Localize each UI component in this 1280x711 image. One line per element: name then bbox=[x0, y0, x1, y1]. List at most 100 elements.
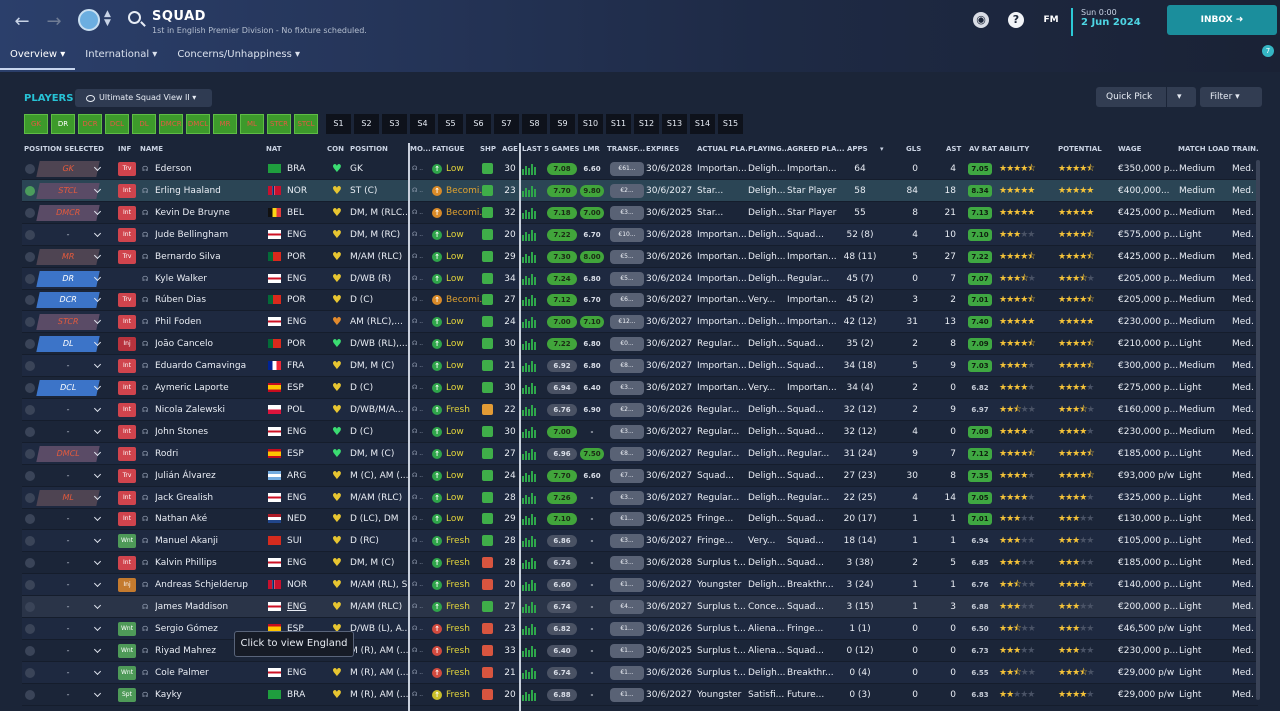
player-name[interactable]: Nicola Zalewski bbox=[155, 404, 226, 415]
player-name[interactable]: Ederson bbox=[155, 164, 192, 174]
position-filter-dr[interactable]: DR bbox=[51, 114, 75, 134]
transfer-value[interactable]: €3... bbox=[610, 490, 644, 505]
select-circle[interactable] bbox=[25, 251, 35, 262]
position-selected[interactable]: MR bbox=[36, 248, 100, 265]
table-row[interactable]: DMCL Int ☊ Rodri ESP ♥ DM, M (C) ☊ .. ↑ Low 27 6.96… bbox=[22, 442, 1258, 465]
set-filter-s14[interactable]: S14 bbox=[690, 114, 715, 134]
column-header[interactable]: CON bbox=[327, 145, 344, 153]
info-badge[interactable]: Wnt bbox=[118, 643, 136, 658]
search-icon[interactable] bbox=[128, 11, 141, 24]
select-circle[interactable] bbox=[25, 164, 35, 174]
info-badge[interactable]: Int bbox=[118, 359, 136, 374]
transfer-value[interactable]: €3... bbox=[610, 381, 644, 395]
select-circle[interactable] bbox=[25, 667, 35, 678]
column-header[interactable]: APPS bbox=[847, 145, 868, 153]
forward-icon[interactable]: → bbox=[46, 11, 62, 32]
nationality[interactable]: ENG bbox=[268, 487, 328, 509]
select-circle[interactable] bbox=[25, 339, 35, 350]
position-filter-dmcr[interactable]: DMCR bbox=[159, 114, 183, 134]
position-filter-stcr[interactable]: STCR bbox=[267, 114, 291, 134]
nationality[interactable]: ENG bbox=[268, 662, 328, 684]
position-filter-dmcl[interactable]: DMCL bbox=[186, 114, 210, 134]
player-name[interactable]: Rodri bbox=[155, 448, 179, 459]
player-name[interactable]: Jack Grealish bbox=[155, 492, 214, 503]
table-row[interactable]: STCL Int ☊ Erling Haaland NOR ♥ ST (C) ☊ .. ↑ Bec… bbox=[22, 179, 1258, 202]
select-circle[interactable] bbox=[25, 623, 35, 634]
table-row[interactable]: - Int ☊ Eduardo Camavinga FRA ♥ DM, M (C) ☊ .. ↑… bbox=[22, 355, 1258, 378]
view-dropdown[interactable]: Ultimate Squad View II ▾ bbox=[75, 89, 212, 107]
nationality[interactable]: BRA bbox=[268, 684, 328, 706]
position-selected[interactable]: DMCR bbox=[36, 204, 100, 221]
table-row[interactable]: STCR Int ☊ Phil Foden ENG ♥ AM (RLC),... ☊ .. ↑ L… bbox=[22, 311, 1258, 334]
nationality[interactable]: POR bbox=[268, 333, 328, 355]
select-circle[interactable] bbox=[25, 536, 35, 547]
table-row[interactable]: - ☊ James Maddison ENG ♥ M/AM (RLC) ☊ .. ↑ Fresh… bbox=[22, 596, 1258, 618]
info-badge[interactable]: Wnt bbox=[118, 534, 136, 549]
info-badge[interactable]: Trv bbox=[118, 249, 136, 264]
table-row[interactable]: DMCR Int ☊ Kevin De Bruyne BEL ♥ DM, M (RLC...… bbox=[22, 202, 1258, 224]
column-header[interactable]: AGREED PLA... bbox=[787, 145, 845, 153]
position-selected[interactable]: STCL bbox=[36, 182, 100, 199]
column-header[interactable]: WAGE bbox=[1118, 145, 1142, 153]
transfer-value[interactable]: €8... bbox=[610, 359, 644, 374]
quick-pick-button[interactable]: Quick Pick ▾ bbox=[1096, 87, 1196, 107]
transfer-value[interactable]: €1... bbox=[610, 578, 644, 593]
world-icon[interactable]: ◉ bbox=[973, 12, 989, 28]
position-selected[interactable]: - bbox=[65, 426, 71, 436]
position-selected[interactable]: - bbox=[65, 558, 71, 568]
info-badge[interactable]: Int bbox=[118, 227, 136, 242]
info-badge[interactable]: Inj bbox=[118, 578, 136, 593]
player-name[interactable]: Aymeric Laporte bbox=[155, 383, 229, 393]
tab-international[interactable]: International ▾ bbox=[85, 49, 158, 60]
info-badge[interactable]: Int bbox=[118, 446, 136, 461]
position-selected[interactable]: - bbox=[65, 514, 71, 524]
table-row[interactable]: - Int ☊ Nicola Zalewski POL ♥ D/WB/M/A... ☊ .. ↑… bbox=[22, 398, 1258, 421]
table-row[interactable]: MR Trv ☊ Bernardo Silva POR ♥ M/AM (RLC) ☊ .. ↑ L… bbox=[22, 246, 1258, 268]
nationality[interactable]: ENG bbox=[268, 552, 328, 574]
set-filter-s8[interactable]: S8 bbox=[522, 114, 547, 134]
transfer-value[interactable]: €4... bbox=[610, 600, 644, 614]
set-filter-s9[interactable]: S9 bbox=[550, 114, 575, 134]
notification-badge[interactable]: 7 bbox=[1262, 45, 1274, 57]
nationality[interactable]: ESP bbox=[268, 443, 328, 465]
select-circle[interactable] bbox=[25, 602, 35, 612]
position-selected[interactable]: DR bbox=[36, 270, 100, 287]
player-name[interactable]: Jude Bellingham bbox=[155, 229, 229, 240]
table-row[interactable]: GK Trv ☊ Ederson BRA ♥ GK ☊ .. ↑ Low 30 7.08 6.60 €61… bbox=[22, 158, 1258, 180]
position-filter-dcl[interactable]: DCL bbox=[105, 114, 129, 134]
set-filter-s2[interactable]: S2 bbox=[354, 114, 379, 134]
info-badge[interactable]: Int bbox=[118, 205, 136, 220]
table-row[interactable]: - Int ☊ Kalvin Phillips ENG ♥ DM, M (C) ☊ .. ↑ Fr… bbox=[22, 552, 1258, 575]
player-name[interactable]: Kalvin Phillips bbox=[155, 558, 217, 569]
select-circle[interactable] bbox=[25, 185, 35, 196]
transfer-value[interactable]: €3... bbox=[610, 534, 644, 549]
transfer-value[interactable]: €5... bbox=[610, 271, 644, 286]
set-filter-s12[interactable]: S12 bbox=[634, 114, 659, 134]
nationality[interactable]: NOR bbox=[268, 180, 328, 202]
select-circle[interactable] bbox=[25, 645, 35, 656]
player-name[interactable]: Erling Haaland bbox=[155, 185, 221, 196]
nationality[interactable]: ENG bbox=[268, 224, 328, 246]
transfer-value[interactable]: €1... bbox=[610, 687, 644, 702]
info-badge[interactable]: Int bbox=[118, 556, 136, 571]
set-filter-s3[interactable]: S3 bbox=[382, 114, 407, 134]
tab-overview[interactable]: Overview ▾ bbox=[0, 44, 76, 70]
position-selected[interactable]: DCR bbox=[36, 292, 100, 309]
column-header[interactable]: NAT bbox=[266, 145, 282, 153]
info-badge[interactable]: Int bbox=[118, 490, 136, 505]
column-header[interactable]: AV RAT bbox=[969, 145, 997, 153]
transfer-value[interactable]: €3... bbox=[610, 424, 644, 439]
position-selected[interactable]: STCR bbox=[36, 314, 100, 331]
transfer-value[interactable]: €6... bbox=[610, 293, 644, 308]
position-selected[interactable]: - bbox=[65, 623, 71, 633]
info-badge[interactable]: Int bbox=[118, 315, 136, 330]
transfer-value[interactable]: €61... bbox=[610, 162, 644, 176]
nationality[interactable]: POR bbox=[268, 246, 328, 268]
table-row[interactable]: - Int ☊ Nathan Aké NED ♥ D (LC), DM ☊ .. ↑ Low 29 7… bbox=[22, 508, 1258, 531]
player-name[interactable]: Phil Foden bbox=[155, 317, 202, 328]
column-header[interactable]: GLS bbox=[906, 145, 922, 153]
player-name[interactable]: Kayky bbox=[155, 689, 182, 700]
position-selected[interactable]: - bbox=[65, 361, 71, 371]
transfer-value[interactable]: €1... bbox=[610, 621, 644, 636]
set-filter-s7[interactable]: S7 bbox=[494, 114, 519, 134]
